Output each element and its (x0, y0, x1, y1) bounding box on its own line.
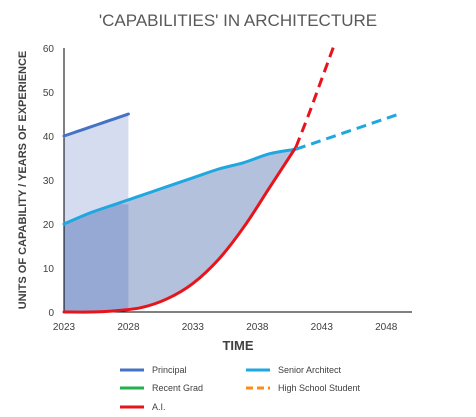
shaded-areas (64, 114, 296, 312)
x-tick-label: 2038 (246, 322, 269, 333)
legend-label-recent-grad: Recent Grad (152, 383, 203, 393)
y-tick-label: 10 (43, 264, 55, 275)
y-tick-label: 20 (43, 220, 55, 231)
series-lines (62, 43, 400, 314)
senior-architect-line (62, 147, 298, 226)
legend-label-a-i: A.I. (152, 402, 166, 412)
y-axis-label: UNITS OF CAPABILITY / YEARS OF EXPERIENC… (17, 51, 29, 310)
x-axis-label: TIME (222, 338, 253, 353)
axes (63, 48, 412, 313)
a-i-line (62, 145, 298, 314)
principal-band-area (64, 114, 129, 224)
legend-label-senior-architect: Senior Architect (278, 365, 342, 375)
principal-line (62, 112, 130, 138)
a-i-projection-line (294, 43, 337, 148)
legend-label-principal: Principal (152, 365, 187, 375)
early-period-area (64, 204, 129, 312)
chart-title: 'CAPABILITIES' IN ARCHITECTURE (99, 11, 377, 30)
y-tick-label: 60 (43, 44, 55, 55)
y-tick-label: 50 (43, 88, 55, 99)
y-tick-labels: 0 10 20 30 40 50 60 (43, 44, 55, 319)
x-tick-label: 2033 (182, 322, 205, 333)
senior-architect-projection-line (295, 112, 400, 151)
x-tick-label: 2028 (117, 322, 140, 333)
y-tick-label: 0 (48, 308, 54, 319)
x-tick-label: 2043 (311, 322, 334, 333)
y-tick-label: 30 (43, 176, 55, 187)
x-tick-labels: 2023 2028 2033 2038 2043 2048 (53, 322, 398, 333)
x-tick-label: 2023 (53, 322, 76, 333)
legend: Principal Senior Architect Recent Grad High… (120, 365, 361, 412)
legend-label-high-school-student: High School Student (278, 383, 361, 393)
x-tick-label: 2048 (375, 322, 398, 333)
y-tick-label: 40 (43, 132, 55, 143)
